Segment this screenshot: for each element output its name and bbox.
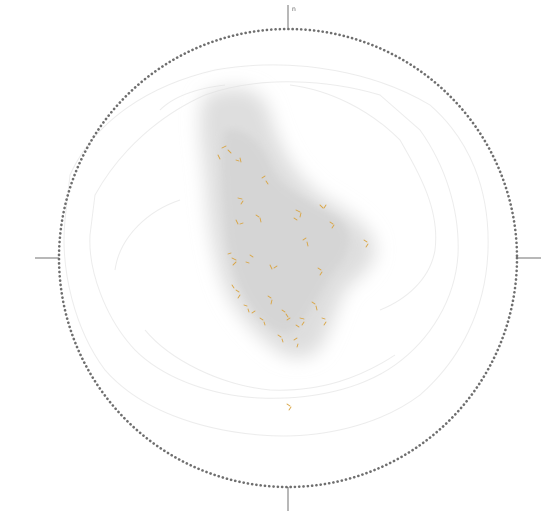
- marker: [277, 334, 284, 343]
- marker: [286, 403, 292, 411]
- marker: [227, 252, 237, 266]
- marker: [281, 309, 291, 321]
- marker: [321, 317, 327, 326]
- marker: [217, 145, 232, 160]
- marker: [363, 239, 369, 248]
- marker: [255, 214, 262, 223]
- marker: [269, 264, 278, 270]
- marker: [231, 284, 241, 299]
- north-label: n: [292, 6, 296, 13]
- marker: [295, 317, 305, 328]
- marker: [261, 175, 269, 185]
- marker: [311, 301, 318, 311]
- data-markers: [217, 145, 369, 411]
- marker: [267, 295, 273, 305]
- marker: [293, 337, 299, 348]
- contour-line: [114, 199, 181, 271]
- compass-ticks: [35, 5, 541, 511]
- marker: [319, 204, 327, 209]
- marker: [243, 304, 256, 314]
- marker: [235, 219, 244, 225]
- contour-line: [289, 84, 437, 311]
- marker: [302, 237, 309, 247]
- marker: [329, 221, 335, 229]
- marker: [293, 209, 302, 221]
- marker: [317, 267, 323, 276]
- contour-line: [159, 84, 226, 111]
- contour-line: [63, 64, 489, 437]
- marker: [237, 197, 244, 205]
- marker: [235, 157, 242, 163]
- contour-line: [144, 329, 396, 391]
- marker: [259, 317, 266, 326]
- marker: [245, 254, 254, 264]
- density-cloud: [200, 87, 376, 358]
